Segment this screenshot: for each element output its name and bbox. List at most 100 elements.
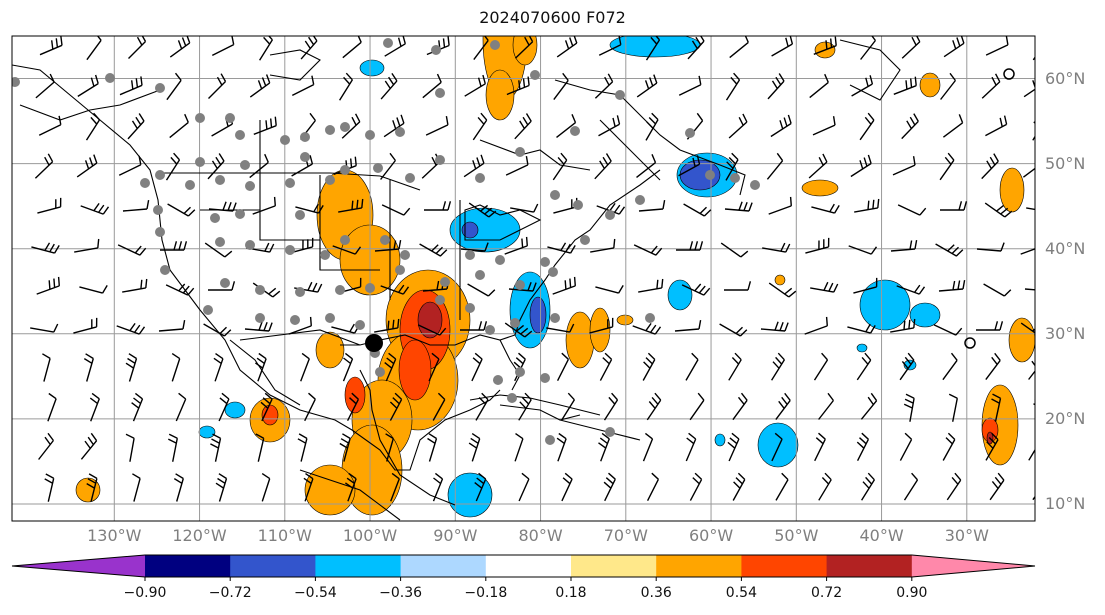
wind-barb	[899, 352, 915, 381]
colorbar-tick-label: −0.72	[208, 585, 252, 601]
wind-barb	[809, 73, 829, 99]
lat-label: 40°N	[1045, 238, 1086, 258]
station-marker	[431, 45, 441, 55]
wind-barb	[208, 73, 227, 99]
wind-barb	[80, 432, 98, 460]
station-marker	[435, 88, 445, 98]
wind-barb	[556, 114, 577, 138]
wind-barb	[30, 323, 59, 333]
wind-barb	[514, 36, 534, 59]
lon-label: 80°W	[518, 526, 563, 545]
colorbar-tick-label: 0.36	[640, 585, 672, 601]
wind-barb	[385, 433, 394, 462]
lon-label: 90°W	[433, 526, 478, 545]
precip-area	[512, 36, 538, 66]
land-outline	[469, 394, 601, 416]
colorbar-tick-label: −0.36	[379, 585, 423, 601]
wind-barb	[940, 72, 956, 100]
map-canvas	[12, 36, 1035, 521]
wind-barb	[775, 472, 789, 501]
precip-area	[529, 296, 547, 334]
wind-barb	[504, 322, 533, 338]
station-marker	[750, 180, 760, 190]
station-marker	[383, 38, 393, 48]
land-outline	[559, 419, 641, 441]
station-marker	[335, 285, 345, 295]
wind-barb	[599, 352, 613, 381]
wind-barb	[636, 74, 658, 98]
wind-barb	[556, 352, 570, 382]
wind-barb	[467, 283, 496, 297]
land-outline	[464, 204, 542, 241]
wind-barb	[468, 433, 481, 462]
wind-barb	[818, 472, 832, 501]
station-marker	[325, 125, 335, 135]
wind-barb	[727, 432, 740, 462]
wind-barb	[300, 36, 318, 60]
wind-barb	[556, 36, 578, 58]
wind-barb	[218, 392, 230, 422]
wind-barb	[132, 473, 141, 502]
wind-barb	[73, 317, 98, 334]
wind-barb	[116, 322, 146, 335]
station-marker	[475, 270, 485, 280]
precip-area	[856, 343, 868, 353]
wind-barb	[166, 72, 182, 101]
wind-barb	[762, 242, 791, 253]
wind-barb	[561, 472, 573, 502]
station-marker	[255, 285, 265, 295]
station-marker	[573, 200, 583, 210]
wind-barb	[47, 392, 57, 422]
station-marker	[215, 237, 225, 247]
wind-barb	[642, 432, 654, 462]
station-marker	[155, 227, 165, 237]
station-marker	[140, 178, 150, 188]
station-marker	[510, 318, 520, 328]
lon-label: 70°W	[603, 526, 648, 545]
wind-barb	[425, 115, 449, 136]
wind-barb	[771, 352, 785, 381]
wind-barb	[991, 393, 1002, 422]
precip-area	[999, 167, 1025, 213]
wind-barb	[813, 352, 829, 381]
wind-barb	[856, 432, 870, 462]
station-marker	[570, 126, 580, 136]
station-marker	[235, 130, 245, 140]
land-outline	[299, 469, 401, 521]
wind-barb	[213, 353, 224, 382]
wind-barb	[989, 472, 1005, 501]
land-outline	[359, 369, 456, 506]
colorbar-segment	[741, 555, 828, 577]
station-marker	[160, 265, 170, 275]
station-marker	[373, 163, 383, 173]
wind-barb	[561, 392, 575, 421]
wind-barb	[724, 281, 752, 291]
wind-barb	[981, 73, 1001, 99]
precip-area	[981, 384, 1019, 466]
wind-barb	[338, 198, 364, 213]
wind-barb	[125, 433, 135, 462]
wind-barb	[432, 392, 446, 421]
wind-barb	[504, 236, 528, 255]
land-outline	[499, 339, 521, 391]
wind-barb	[464, 74, 486, 97]
wind-barb	[770, 114, 792, 138]
station-marker	[105, 73, 115, 83]
precip-area	[667, 279, 693, 311]
wind-barb	[854, 198, 880, 213]
precip-area	[359, 59, 385, 77]
wind-barb	[942, 432, 956, 461]
wind-barb	[685, 352, 699, 381]
station-marker	[245, 240, 255, 250]
lat-label: 10°N	[1045, 493, 1086, 513]
wind-barb	[342, 36, 362, 59]
wind-barb	[508, 281, 537, 292]
wind-barb	[472, 112, 488, 141]
wind-barb	[848, 245, 878, 255]
wind-barb	[896, 284, 926, 295]
wind-barb	[288, 316, 312, 335]
station-marker	[550, 313, 560, 323]
wind-barb	[74, 238, 100, 253]
wind-barb	[424, 201, 452, 211]
wind-barb	[506, 76, 530, 96]
